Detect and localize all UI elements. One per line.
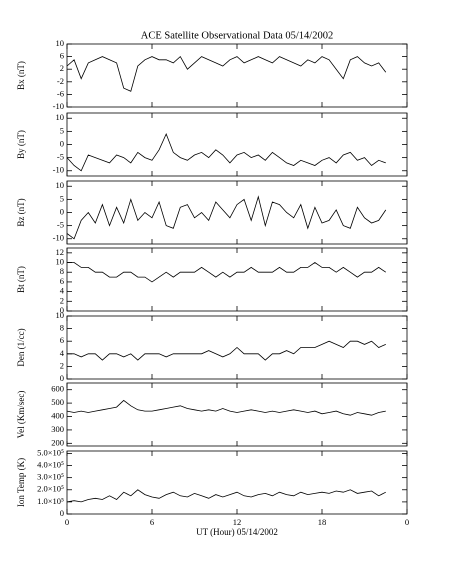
y-axis-label: Vel (Km/sec) — [16, 391, 26, 439]
y-tick-label: -5 — [57, 220, 64, 230]
y-tick-label: 6 — [60, 335, 64, 345]
y-tick-label: -2 — [57, 76, 64, 86]
y-tick-label: 600 — [51, 384, 64, 394]
y-tick-label: 4 — [60, 286, 65, 296]
data-line — [66, 399, 386, 416]
data-line — [66, 55, 387, 92]
y-tick-label: 12 — [56, 247, 65, 257]
y-tick-label: 8 — [60, 323, 64, 333]
data-line — [66, 195, 387, 240]
y-axis-label: Bt (nT) — [16, 266, 26, 293]
x-tick-label: 0 — [405, 517, 409, 527]
y-tick-label: 10 — [56, 112, 65, 122]
y-tick-label: 10 — [56, 180, 65, 190]
y-tick-label: -10 — [53, 101, 64, 111]
y-tick-label: 0 — [60, 206, 64, 216]
data-line — [67, 262, 387, 283]
x-axis-label: UT (Hour) 05/14/2002 — [196, 527, 278, 537]
y-tick-label: 300 — [51, 424, 64, 434]
y-tick-label: -10 — [53, 233, 64, 243]
y-tick-label: 10 — [56, 38, 65, 48]
y-tick-label: 5.0×10⁵ — [37, 447, 64, 457]
y-tick-label: 0 — [60, 508, 64, 518]
y-tick-label: 5 — [60, 125, 64, 135]
y-tick-label: 400 — [51, 410, 64, 420]
y-axis-label: Den (1/cc) — [16, 328, 26, 366]
x-tick-label: 18 — [318, 517, 327, 527]
y-tick-label: 6 — [60, 51, 64, 61]
y-tick-label: 2 — [60, 63, 64, 73]
x-tick-label: 0 — [65, 517, 69, 527]
plot-frame — [66, 247, 408, 312]
y-tick-label: 8 — [60, 266, 64, 276]
plot-frame — [66, 43, 408, 108]
x-tick-label: 6 — [150, 517, 154, 527]
chart-title: ACE Satellite Observational Data 05/14/2… — [141, 30, 333, 41]
y-tick-label: -5 — [57, 152, 64, 162]
y-tick-label: 4 — [60, 348, 65, 358]
plot-frame — [66, 112, 408, 177]
x-tick-label: 12 — [233, 517, 242, 527]
y-tick-label: 1.0×10⁵ — [37, 496, 64, 506]
y-tick-label: -6 — [57, 88, 64, 98]
y-tick-label: 10 — [56, 310, 65, 320]
y-tick-label: 0 — [60, 138, 64, 148]
y-tick-label: 0 — [60, 305, 64, 315]
y-tick-label: 6 — [60, 276, 64, 286]
y-tick-label: 4.0×10⁵ — [37, 459, 64, 469]
y-tick-label: 5 — [60, 193, 64, 203]
data-line — [66, 132, 386, 172]
y-tick-label: 3.0×10⁵ — [37, 472, 64, 482]
data-line — [66, 489, 386, 503]
y-tick-label: 10 — [56, 256, 65, 266]
y-tick-label: 200 — [51, 437, 64, 447]
y-tick-label: -10 — [53, 165, 64, 175]
y-axis-label: Ion Temp (K) — [16, 458, 26, 507]
data-line — [67, 340, 386, 361]
y-tick-label: 500 — [51, 397, 64, 407]
y-tick-label: 2.0×10⁵ — [37, 484, 64, 494]
plot-frame — [66, 450, 408, 515]
y-axis-label: Bz (nT) — [16, 198, 26, 226]
y-axis-label: Bx (nT) — [16, 61, 26, 90]
plot-frame — [66, 382, 408, 447]
y-tick-label: 0 — [60, 373, 64, 383]
y-axis-label: By (nT) — [16, 130, 26, 159]
y-tick-label: 2 — [60, 360, 64, 370]
y-tick-label: 2 — [60, 295, 64, 305]
